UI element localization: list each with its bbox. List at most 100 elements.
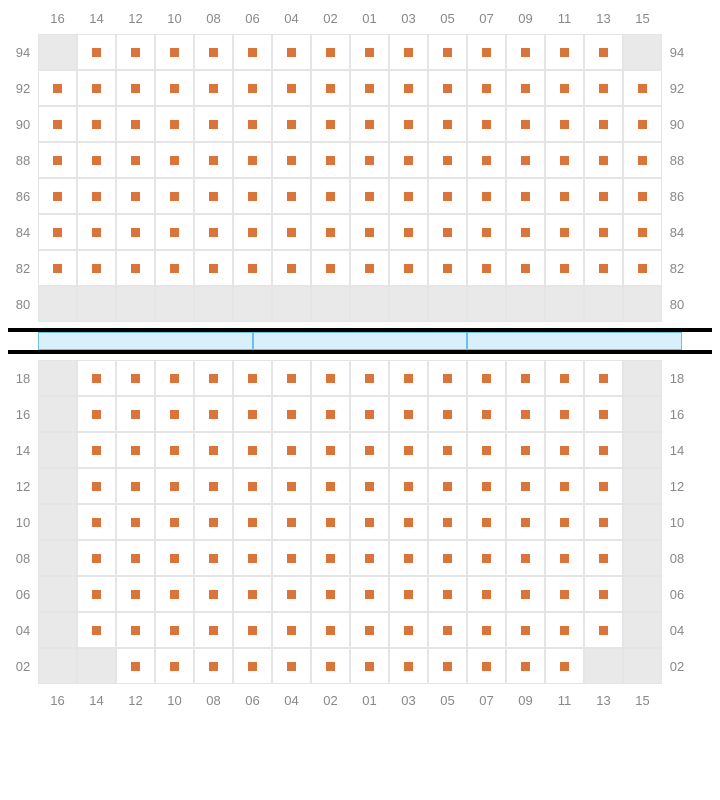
seat-cell[interactable] — [77, 106, 116, 142]
seat-cell[interactable] — [311, 178, 350, 214]
seat-cell[interactable] — [467, 468, 506, 504]
seat-cell[interactable] — [389, 504, 428, 540]
seat-cell[interactable] — [77, 214, 116, 250]
seat-cell[interactable] — [38, 70, 77, 106]
seat-cell[interactable] — [389, 106, 428, 142]
seat-cell[interactable] — [545, 250, 584, 286]
seat-cell[interactable] — [311, 106, 350, 142]
seat-cell[interactable] — [116, 70, 155, 106]
seat-cell[interactable] — [584, 576, 623, 612]
seat-cell[interactable] — [116, 34, 155, 70]
seat-cell[interactable] — [467, 540, 506, 576]
seat-cell[interactable] — [194, 70, 233, 106]
seat-cell[interactable] — [194, 106, 233, 142]
seat-cell[interactable] — [77, 178, 116, 214]
seat-cell[interactable] — [506, 612, 545, 648]
seat-cell[interactable] — [584, 396, 623, 432]
seat-cell[interactable] — [77, 142, 116, 178]
seat-cell[interactable] — [467, 648, 506, 684]
seat-cell[interactable] — [77, 612, 116, 648]
seat-cell[interactable] — [272, 396, 311, 432]
seat-cell[interactable] — [467, 432, 506, 468]
seat-cell[interactable] — [350, 70, 389, 106]
seat-cell[interactable] — [389, 250, 428, 286]
seat-cell[interactable] — [311, 540, 350, 576]
seat-cell[interactable] — [545, 214, 584, 250]
seat-cell[interactable] — [428, 34, 467, 70]
seat-cell[interactable] — [389, 576, 428, 612]
seat-cell[interactable] — [77, 250, 116, 286]
seat-cell[interactable] — [77, 576, 116, 612]
seat-cell[interactable] — [428, 468, 467, 504]
seat-cell[interactable] — [506, 106, 545, 142]
seat-cell[interactable] — [389, 360, 428, 396]
seat-cell[interactable] — [350, 142, 389, 178]
seat-cell[interactable] — [623, 178, 662, 214]
seat-cell[interactable] — [155, 468, 194, 504]
seat-cell[interactable] — [38, 178, 77, 214]
seat-cell[interactable] — [155, 142, 194, 178]
seat-cell[interactable] — [116, 576, 155, 612]
seat-cell[interactable] — [350, 106, 389, 142]
seat-cell[interactable] — [389, 142, 428, 178]
seat-cell[interactable] — [545, 468, 584, 504]
seat-cell[interactable] — [311, 214, 350, 250]
seat-cell[interactable] — [311, 250, 350, 286]
seat-cell[interactable] — [350, 250, 389, 286]
seat-cell[interactable] — [584, 214, 623, 250]
seat-cell[interactable] — [545, 34, 584, 70]
seat-cell[interactable] — [272, 70, 311, 106]
seat-cell[interactable] — [272, 360, 311, 396]
seat-cell[interactable] — [194, 432, 233, 468]
seat-cell[interactable] — [584, 34, 623, 70]
seat-cell[interactable] — [506, 540, 545, 576]
seat-cell[interactable] — [545, 432, 584, 468]
seat-cell[interactable] — [194, 34, 233, 70]
seat-cell[interactable] — [467, 106, 506, 142]
seat-cell[interactable] — [116, 178, 155, 214]
seat-cell[interactable] — [623, 250, 662, 286]
seat-cell[interactable] — [116, 432, 155, 468]
seat-cell[interactable] — [233, 70, 272, 106]
seat-cell[interactable] — [194, 576, 233, 612]
seat-cell[interactable] — [428, 178, 467, 214]
seat-cell[interactable] — [350, 432, 389, 468]
seat-cell[interactable] — [545, 396, 584, 432]
seat-cell[interactable] — [545, 504, 584, 540]
seat-cell[interactable] — [428, 106, 467, 142]
seat-cell[interactable] — [545, 70, 584, 106]
seat-cell[interactable] — [38, 142, 77, 178]
seat-cell[interactable] — [545, 142, 584, 178]
seat-cell[interactable] — [311, 396, 350, 432]
seat-cell[interactable] — [116, 396, 155, 432]
seat-cell[interactable] — [311, 504, 350, 540]
seat-cell[interactable] — [272, 432, 311, 468]
seat-cell[interactable] — [116, 468, 155, 504]
seat-cell[interactable] — [428, 504, 467, 540]
seat-cell[interactable] — [194, 396, 233, 432]
seat-cell[interactable] — [311, 612, 350, 648]
seat-cell[interactable] — [116, 540, 155, 576]
seat-cell[interactable] — [584, 178, 623, 214]
seat-cell[interactable] — [155, 34, 194, 70]
seat-cell[interactable] — [38, 250, 77, 286]
seat-cell[interactable] — [233, 178, 272, 214]
seat-cell[interactable] — [506, 250, 545, 286]
seat-cell[interactable] — [311, 360, 350, 396]
seat-cell[interactable] — [350, 648, 389, 684]
seat-cell[interactable] — [311, 34, 350, 70]
seat-cell[interactable] — [155, 540, 194, 576]
seat-cell[interactable] — [194, 612, 233, 648]
seat-cell[interactable] — [389, 214, 428, 250]
seat-cell[interactable] — [272, 648, 311, 684]
seat-cell[interactable] — [77, 468, 116, 504]
seat-cell[interactable] — [155, 250, 194, 286]
seat-cell[interactable] — [116, 612, 155, 648]
seat-cell[interactable] — [350, 178, 389, 214]
seat-cell[interactable] — [506, 468, 545, 504]
seat-cell[interactable] — [428, 214, 467, 250]
seat-cell[interactable] — [584, 142, 623, 178]
seat-cell[interactable] — [428, 540, 467, 576]
seat-cell[interactable] — [233, 142, 272, 178]
seat-cell[interactable] — [116, 504, 155, 540]
